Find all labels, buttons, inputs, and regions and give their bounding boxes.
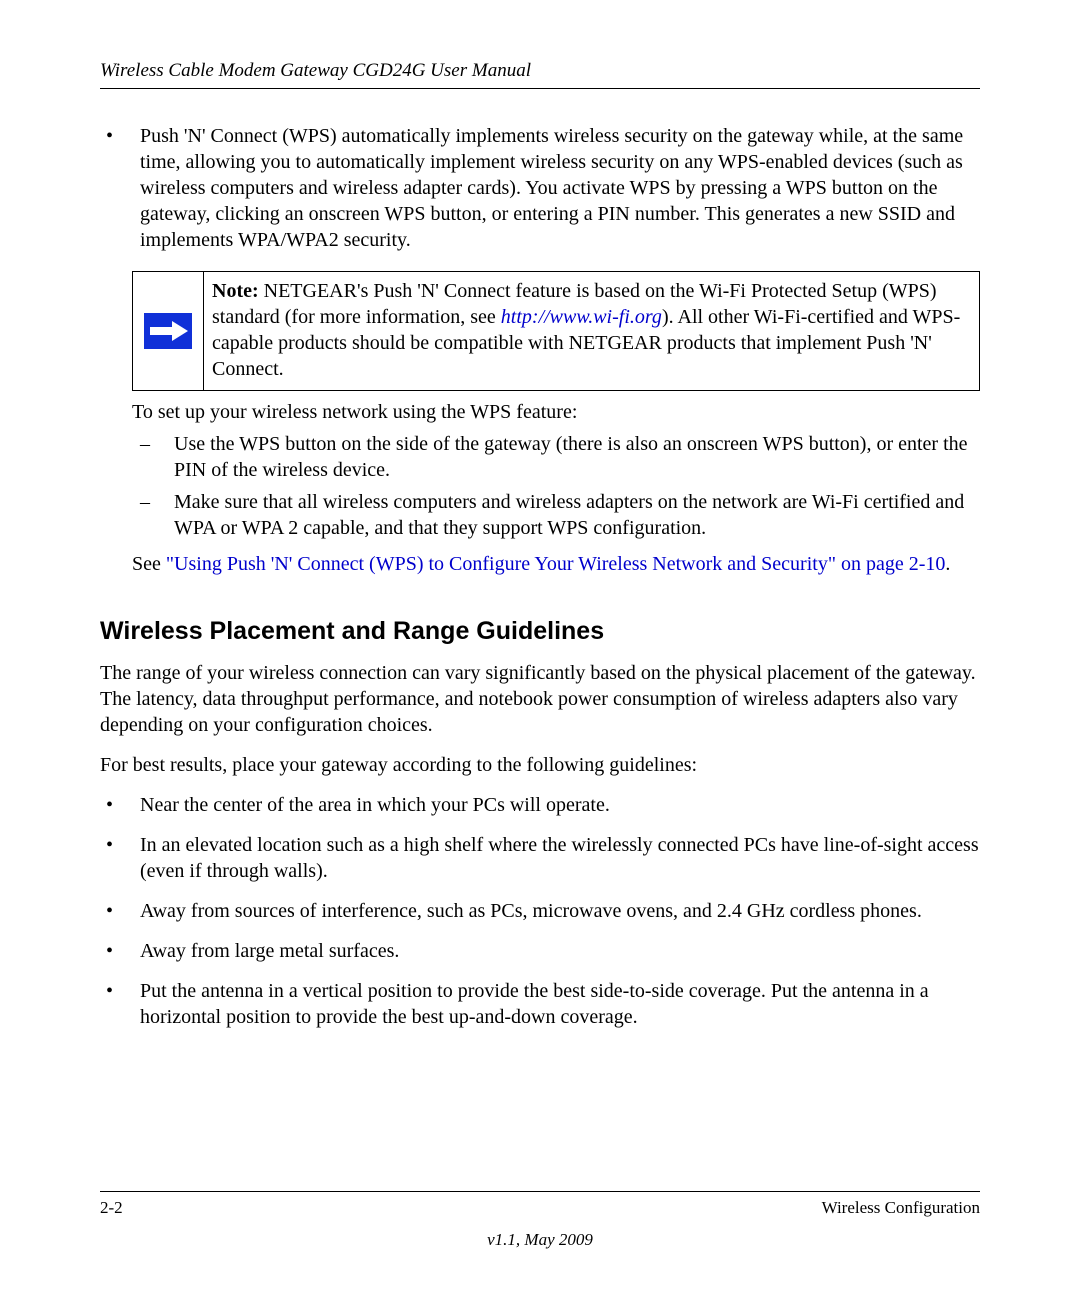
guideline-text: Put the antenna in a vertical position t… (140, 978, 980, 1030)
page: Wireless Cable Modem Gateway CGD24G User… (0, 0, 1080, 1296)
footer-version: v1.1, May 2009 (100, 1230, 980, 1250)
see-link[interactable]: "Using Push 'N' Connect (WPS) to Configu… (166, 553, 946, 575)
note-link[interactable]: http://www.wi-fi.org (501, 306, 662, 328)
dash-item: – Use the WPS button on the side of the … (132, 431, 980, 483)
guideline-item: • Away from large metal surfaces. (100, 938, 980, 964)
bullet-marker: • (100, 978, 140, 1030)
note-icon-cell (133, 272, 204, 390)
body-para-1: The range of your wireless connection ca… (100, 660, 980, 738)
intro-bullet: • Push 'N' Connect (WPS) automatically i… (100, 123, 980, 253)
dash-marker: – (132, 489, 174, 541)
note-box: Note: NETGEAR's Push 'N' Connect feature… (132, 271, 980, 391)
guideline-text: In an elevated location such as a high s… (140, 832, 980, 884)
guideline-item: • Near the center of the area in which y… (100, 792, 980, 818)
note-label: Note: (212, 280, 259, 302)
note-text: Note: NETGEAR's Push 'N' Connect feature… (204, 272, 979, 390)
bullet-marker: • (100, 832, 140, 884)
guideline-item: • In an elevated location such as a high… (100, 832, 980, 884)
dash-text: Use the WPS button on the side of the ga… (174, 431, 980, 483)
bullet-marker: • (100, 898, 140, 924)
guideline-item: • Away from sources of interference, suc… (100, 898, 980, 924)
bullet-marker: • (100, 938, 140, 964)
arrow-icon (144, 313, 192, 349)
footer-page: 2-2 (100, 1198, 123, 1218)
see-prefix: See (132, 553, 166, 575)
footer-row: 2-2 Wireless Configuration (100, 1198, 980, 1218)
guideline-text: Near the center of the area in which you… (140, 792, 980, 818)
header-rule (100, 88, 980, 89)
setup-intro: To set up your wireless network using th… (132, 399, 980, 425)
footer-rule (100, 1191, 980, 1192)
footer-section: Wireless Configuration (822, 1198, 980, 1218)
bullet-marker: • (100, 123, 140, 253)
footer: 2-2 Wireless Configuration v1.1, May 200… (100, 1191, 980, 1250)
dash-item: – Make sure that all wireless computers … (132, 489, 980, 541)
body-para-2: For best results, place your gateway acc… (100, 752, 980, 778)
see-suffix: . (945, 553, 950, 575)
dash-text: Make sure that all wireless computers an… (174, 489, 980, 541)
guideline-text: Away from large metal surfaces. (140, 938, 980, 964)
header-title: Wireless Cable Modem Gateway CGD24G User… (100, 60, 980, 82)
guideline-text: Away from sources of interference, such … (140, 898, 980, 924)
see-paragraph: See "Using Push 'N' Connect (WPS) to Con… (132, 551, 980, 577)
guideline-item: • Put the antenna in a vertical position… (100, 978, 980, 1030)
bullet-marker: • (100, 792, 140, 818)
section-heading: Wireless Placement and Range Guidelines (100, 617, 980, 646)
dash-marker: – (132, 431, 174, 483)
intro-bullet-text: Push 'N' Connect (WPS) automatically imp… (140, 123, 980, 253)
